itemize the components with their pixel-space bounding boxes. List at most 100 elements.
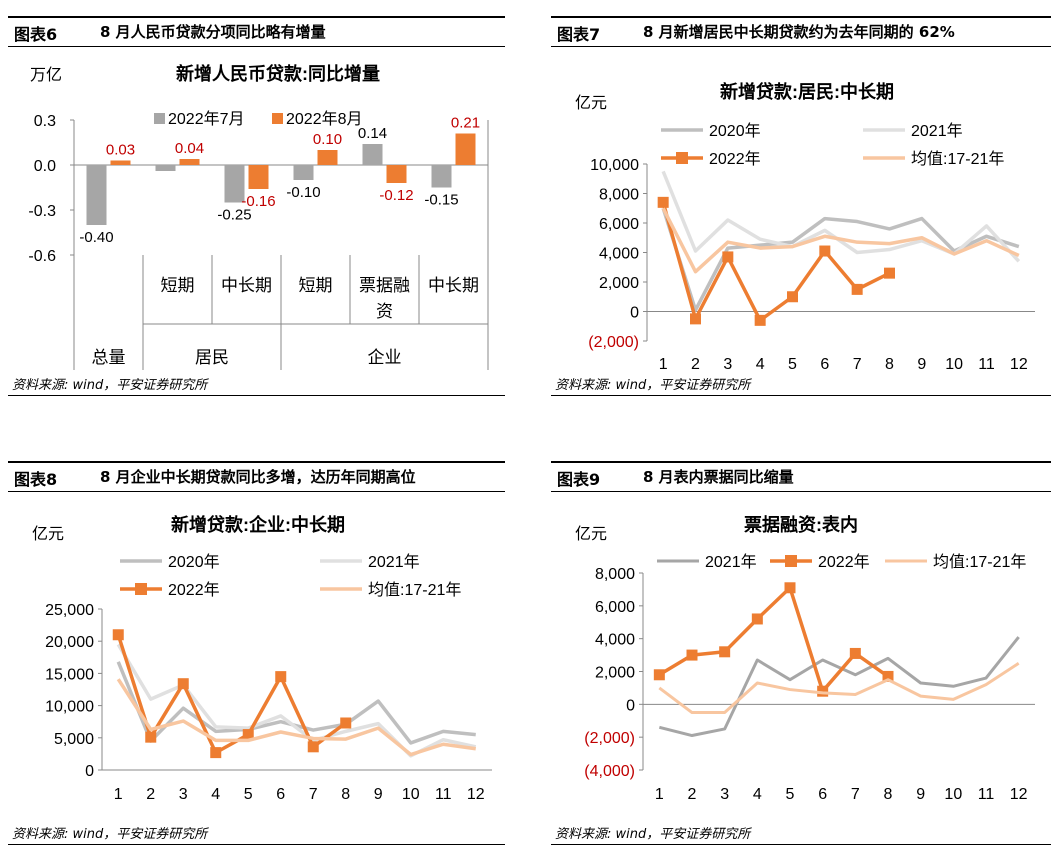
category-label: 中长期 xyxy=(428,276,479,295)
chart-title: 新增贷款:企业:中长期 xyxy=(171,514,345,535)
bar-jul xyxy=(362,144,383,165)
data-point-marker xyxy=(754,314,766,326)
data-point-marker xyxy=(819,245,831,257)
x-tick-label: 7 xyxy=(853,356,862,373)
data-point-marker xyxy=(787,291,798,303)
data-label-jul: -0.10 xyxy=(286,184,320,201)
bar-jul xyxy=(293,165,314,180)
data-point-marker xyxy=(653,669,665,681)
x-tick-label: 4 xyxy=(756,356,765,373)
bar-aug xyxy=(386,165,407,183)
data-point-marker xyxy=(307,741,319,753)
series-line-0 xyxy=(658,636,1020,738)
group-label: 总量 xyxy=(92,348,126,367)
legend-label: 2021年 xyxy=(705,553,757,571)
y-axis-unit: 亿元 xyxy=(575,525,607,543)
data-point-marker xyxy=(722,251,734,263)
panel-label: 图表7 xyxy=(557,25,601,44)
legend-label: 均值:17-21年 xyxy=(933,553,1026,571)
y-tick-label: 6,000 xyxy=(595,599,635,616)
series-line-3 xyxy=(661,207,1020,274)
x-tick-label: 2 xyxy=(688,786,697,803)
legend-label: 均值:17-21年 xyxy=(911,150,1004,168)
data-point-marker xyxy=(177,678,189,690)
y-tick-label: 0.3 xyxy=(34,113,56,130)
x-tick-label: 6 xyxy=(276,786,285,803)
data-label-jul: 0.14 xyxy=(358,125,387,142)
y-axis-unit: 万亿 xyxy=(30,66,62,84)
data-point-marker xyxy=(849,647,861,659)
data-point-marker xyxy=(884,267,895,279)
chart-title: 新增贷款:居民:中长期 xyxy=(720,81,894,102)
data-point-marker xyxy=(719,646,731,658)
y-tick-label: -0.3 xyxy=(28,203,56,220)
legend-swatch-aug xyxy=(272,113,283,124)
x-tick-label: 10 xyxy=(945,356,963,373)
legend-label: 2022年 xyxy=(168,581,220,599)
x-tick-label: 5 xyxy=(786,786,795,803)
data-point-marker xyxy=(657,196,669,208)
data-point-marker xyxy=(690,313,701,325)
data-point-marker xyxy=(784,582,796,594)
legend-swatch-jul xyxy=(154,113,165,124)
bar-aug xyxy=(248,165,269,189)
panel-header: 图表9 8 月表内票据同比缩量 xyxy=(551,461,1051,492)
y-tick-label: 5,000 xyxy=(54,731,94,748)
y-tick-label: 0 xyxy=(85,763,94,780)
category-label: 资 xyxy=(376,302,393,321)
panel-footer: 资料来源: wind，平安证券研究所 xyxy=(551,371,1051,396)
x-tick-label: 5 xyxy=(244,786,253,803)
x-tick-label: 12 xyxy=(1010,786,1028,803)
y-tick-label: 0.0 xyxy=(34,158,56,175)
y-axis-unit: 亿元 xyxy=(575,94,607,112)
data-point-marker xyxy=(340,717,352,729)
y-tick-label: 20,000 xyxy=(45,634,94,651)
y-tick-label: 6,000 xyxy=(599,216,639,233)
legend-marker xyxy=(785,555,797,567)
legend-label: 2022年 xyxy=(818,553,870,571)
x-tick-label: 12 xyxy=(467,786,485,803)
panel-title: 8 月企业中长期贷款同比多增，达历年同期高位 xyxy=(100,468,416,486)
x-tick-label: 3 xyxy=(720,786,729,803)
panel-footer: 资料来源: wind，平安证券研究所 xyxy=(8,371,505,396)
category-label: 短期 xyxy=(161,276,195,295)
panel-chart-9: 图表9 8 月表内票据同比缩量 票据融资:表内 亿元 8,000 6,000 4,000… xyxy=(551,461,1051,845)
panel-chart-8: 图表8 8 月企业中长期贷款同比多增，达历年同期高位 新增贷款:企业:中长期 亿元… xyxy=(8,461,505,845)
series-line-1 xyxy=(661,170,1021,263)
y-tick-label: (2,000) xyxy=(588,334,639,351)
x-tick-label: 2 xyxy=(691,356,700,373)
data-label-aug: 0.10 xyxy=(313,131,342,148)
y-tick-label: 0 xyxy=(630,305,639,322)
panel-chart-7: 图表7 8 月新增居民中长期贷款约为去年同期的 62% 新增贷款:居民:中长期亿… xyxy=(551,16,1051,396)
data-point-marker xyxy=(145,731,157,743)
y-tick-label: 15,000 xyxy=(45,666,94,683)
x-tick-label: 7 xyxy=(309,786,318,803)
data-label-jul: -0.15 xyxy=(424,192,458,209)
data-label-aug: 0.21 xyxy=(451,115,480,132)
group-label: 企业 xyxy=(368,348,402,367)
legend-label: 2021年 xyxy=(911,122,963,140)
panel-title: 8 月表内票据同比缩量 xyxy=(643,468,794,486)
legend-marker xyxy=(676,152,688,164)
series-line-2 xyxy=(661,201,891,323)
panel-header: 图表6 8 月人民币贷款分项同比略有增量 xyxy=(8,16,505,47)
x-tick-label: 8 xyxy=(884,786,893,803)
x-tick-label: 6 xyxy=(820,356,829,373)
legend-label: 2022年 xyxy=(709,150,761,168)
data-label-jul: -0.40 xyxy=(79,229,113,246)
x-tick-label: 8 xyxy=(341,786,350,803)
data-label-aug: -0.12 xyxy=(379,187,413,204)
bar-jul xyxy=(86,165,107,225)
y-tick-label: 0 xyxy=(626,697,635,714)
data-point-marker xyxy=(112,629,124,641)
data-label-jul: -0.25 xyxy=(217,207,251,224)
bar-jul xyxy=(155,165,176,171)
x-tick-label: 11 xyxy=(435,786,452,803)
group-label: 居民 xyxy=(195,348,229,367)
x-tick-label: 10 xyxy=(402,786,420,803)
y-tick-label: (2,000) xyxy=(584,730,635,747)
bar-jul xyxy=(431,165,452,188)
x-tick-label: 6 xyxy=(818,786,827,803)
